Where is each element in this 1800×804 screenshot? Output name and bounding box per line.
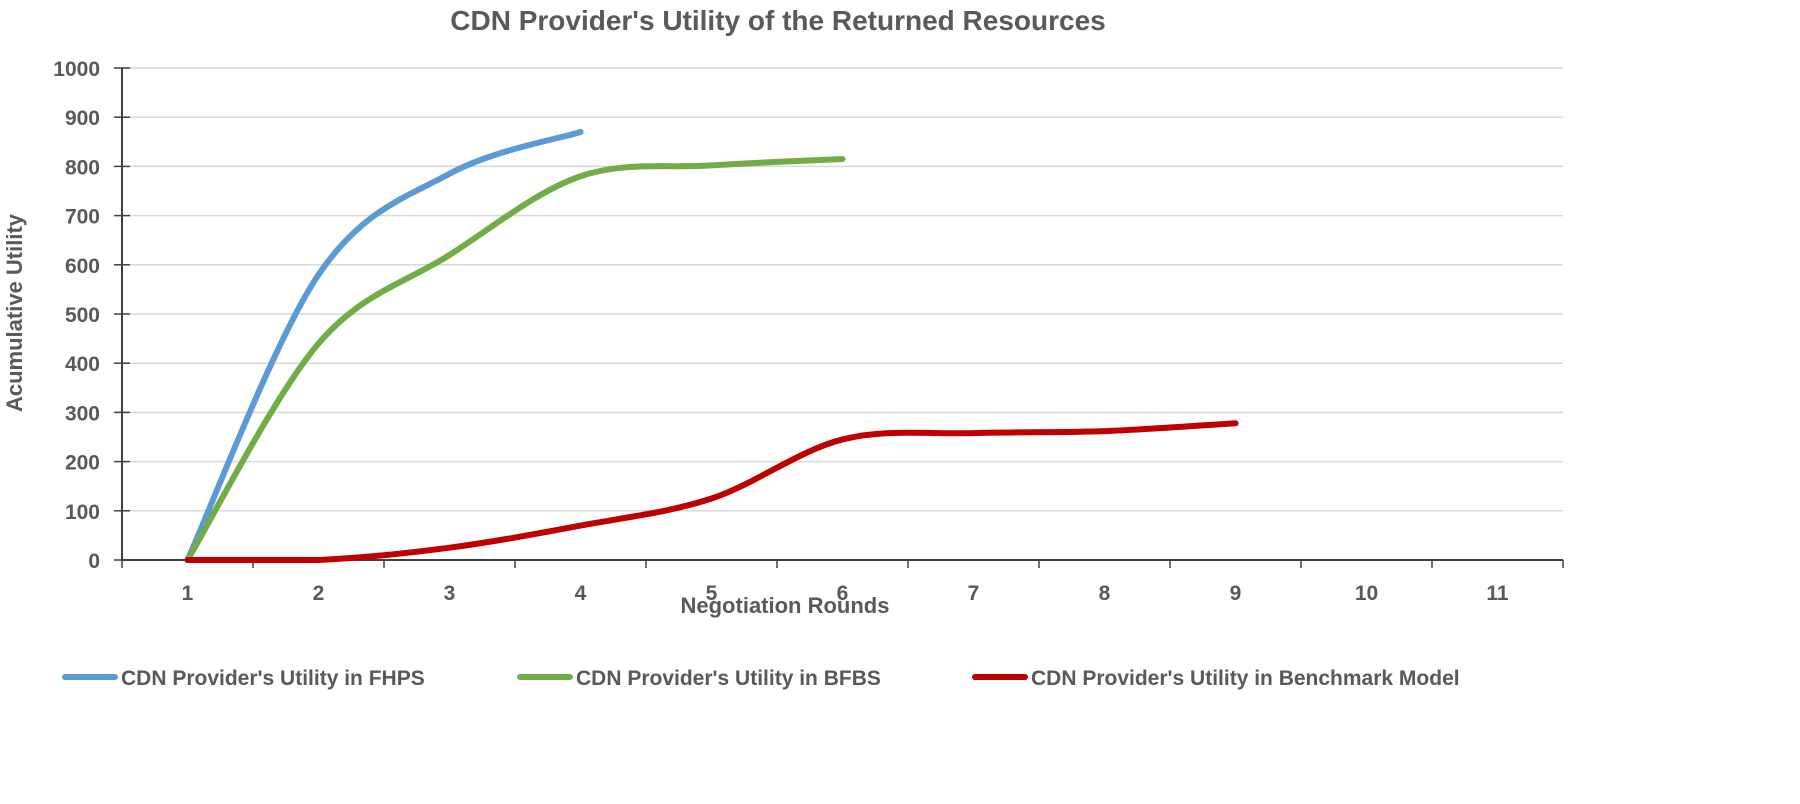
tick-labels: 0 100 200 300 400 500 600 700 800 900 1000 1 2 3 4 5 6 7 8…: [53, 58, 1509, 605]
series-line-1: [184, 128, 584, 563]
legend-label-2: CDN Provider's Utility in BFBS: [576, 667, 881, 690]
y-tick-label: 800: [65, 156, 100, 179]
x-tick-label: 9: [1230, 582, 1242, 605]
x-tick-label: 8: [1099, 582, 1111, 605]
legend: CDN Provider's Utility in FHPS CDN Provid…: [62, 667, 1460, 690]
x-tick-label: 5: [706, 582, 718, 605]
y-tick-label: 100: [65, 501, 100, 524]
series-lines: [184, 128, 1239, 564]
x-tick-label: 6: [837, 582, 849, 605]
legend-label-1: CDN Provider's Utility in FHPS: [121, 667, 425, 690]
x-tick-label: 3: [444, 582, 456, 605]
y-tick-label: 1000: [53, 58, 100, 81]
y-tick-label: 900: [65, 107, 100, 130]
x-tick-label: 10: [1355, 582, 1378, 605]
gridlines: [122, 67, 1563, 512]
x-axis-label: Negotiation Rounds: [681, 593, 890, 618]
series-line-2: [184, 156, 846, 563]
x-tick-label: 2: [313, 582, 325, 605]
x-tick-label: 11: [1486, 582, 1509, 605]
y-tick-label: 0: [88, 550, 100, 573]
chart-title: CDN Provider's Utility of the Returned R…: [450, 5, 1105, 36]
series-line-3: [184, 420, 1239, 564]
y-axis-label: Acumulative Utility: [2, 213, 27, 412]
x-tick-label: 1: [182, 582, 194, 605]
y-tick-label: 600: [65, 255, 100, 278]
legend-label-3: CDN Provider's Utility in Benchmark Mode…: [1031, 667, 1460, 690]
y-tick-label: 200: [65, 452, 100, 475]
y-tick-label: 700: [65, 206, 100, 229]
y-tick-label: 300: [65, 402, 100, 425]
y-tick-label: 400: [65, 353, 100, 376]
y-tick-label: 500: [65, 304, 100, 327]
x-tick-label: 7: [968, 582, 980, 605]
axes: [114, 67, 1564, 568]
x-tick-label: 4: [575, 582, 587, 605]
